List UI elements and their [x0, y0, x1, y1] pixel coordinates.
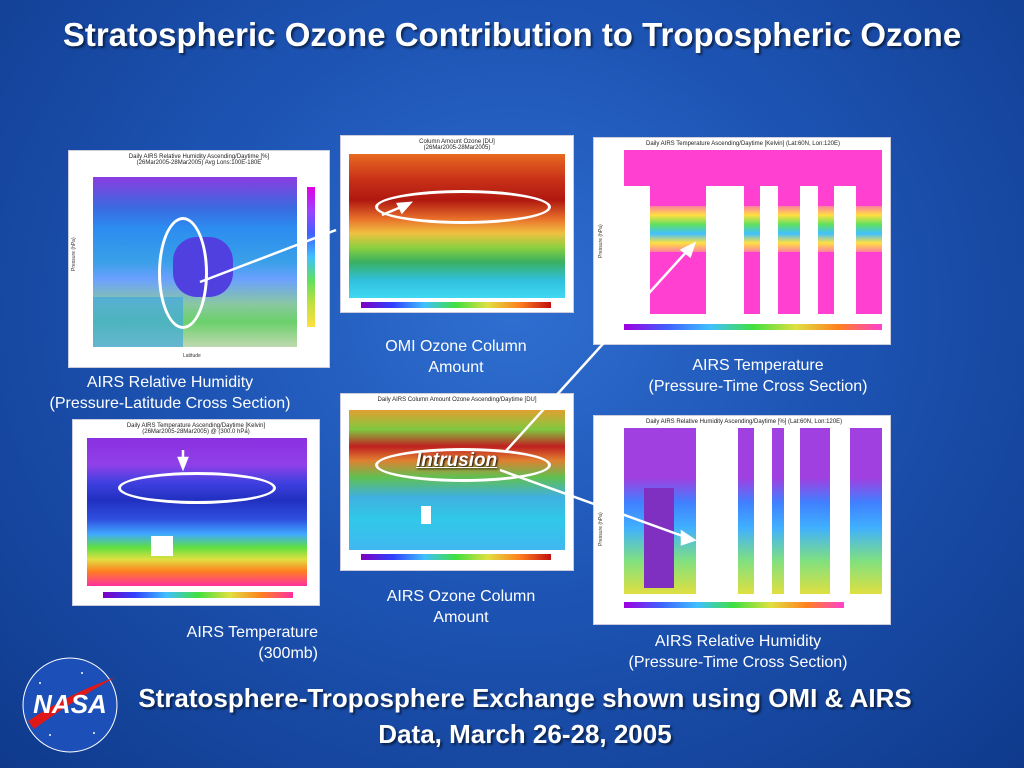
slide-footer: Stratosphere-Troposphere Exchange shown … — [138, 683, 912, 749]
temp-300mb-colorbar — [103, 592, 293, 598]
rh-latitude-plot-title: Daily AIRS Relative Humidity Ascending/D… — [128, 154, 270, 166]
caption-airs-ozone: AIRS Ozone Column Amount — [386, 588, 536, 626]
temp-time-ylabel: Pressure (hPa) — [598, 224, 604, 258]
rh-time-colorbar — [624, 602, 844, 608]
caption-temp-300mb: AIRS Temperature (300mb) — [186, 624, 318, 662]
omi-ozone-map-title: Column Amount Ozone [DU] (26Mar2005-28Ma… — [419, 139, 495, 151]
temp-300mb-highlight — [118, 472, 276, 504]
caption-rh-latitude: AIRS Relative Humidity (Pressure-Latitud… — [49, 374, 291, 412]
rh-latitude-xlabel: Latitude — [183, 353, 201, 359]
omi-ozone-map: Column Amount Ozone [DU] (26Mar2005-28Ma… — [340, 135, 574, 313]
intrusion-label: Intrusion — [416, 450, 498, 471]
airs-ozone-colorbar — [361, 554, 551, 560]
temp-300mb-map-title: Daily AIRS Temperature Ascending/Daytime… — [126, 423, 266, 435]
rh-latitude-ylabel: Pressure (hPa) — [71, 237, 77, 271]
omi-ozone-highlight — [375, 190, 551, 224]
rh-time-ylabel: Pressure (hPa) — [598, 512, 604, 546]
omi-ozone-colorbar — [361, 302, 551, 308]
nasa-logo-text: NASA — [33, 689, 107, 719]
temp-time-colorbar — [624, 324, 882, 330]
rh-time-plot-title: Daily AIRS Relative Humidity Ascending/D… — [646, 419, 843, 425]
caption-temp-time: AIRS Temperature (Pressure-Time Cross Se… — [648, 357, 868, 395]
temp-time-field — [624, 150, 882, 314]
rh-latitude-colorbar — [307, 187, 315, 327]
caption-rh-time: AIRS Relative Humidity (Pressure-Time Cr… — [628, 633, 848, 671]
rh-time-field — [624, 428, 882, 594]
caption-omi-ozone: OMI Ozone Column Amount — [385, 338, 527, 376]
rh-time-plot: Daily AIRS Relative Humidity Ascending/D… — [593, 415, 891, 625]
rh-latitude-highlight — [158, 217, 208, 329]
temp-time-plot: Daily AIRS Temperature Ascending/Daytime… — [593, 137, 891, 345]
nasa-logo: NASA — [22, 657, 118, 753]
airs-ozone-highlight — [375, 448, 551, 482]
airs-ozone-map: Daily AIRS Column Amount Ozone Ascending… — [340, 393, 574, 571]
airs-ozone-map-title: Daily AIRS Column Amount Ozone Ascending… — [377, 397, 537, 403]
omi-ozone-field — [349, 154, 565, 298]
slide-title: Stratospheric Ozone Contribution to Trop… — [62, 16, 962, 53]
temp-300mb-map: Daily AIRS Temperature Ascending/Daytime… — [72, 419, 320, 606]
temp-300mb-field — [87, 438, 307, 586]
temp-time-plot-title: Daily AIRS Temperature Ascending/Daytime… — [646, 141, 840, 147]
